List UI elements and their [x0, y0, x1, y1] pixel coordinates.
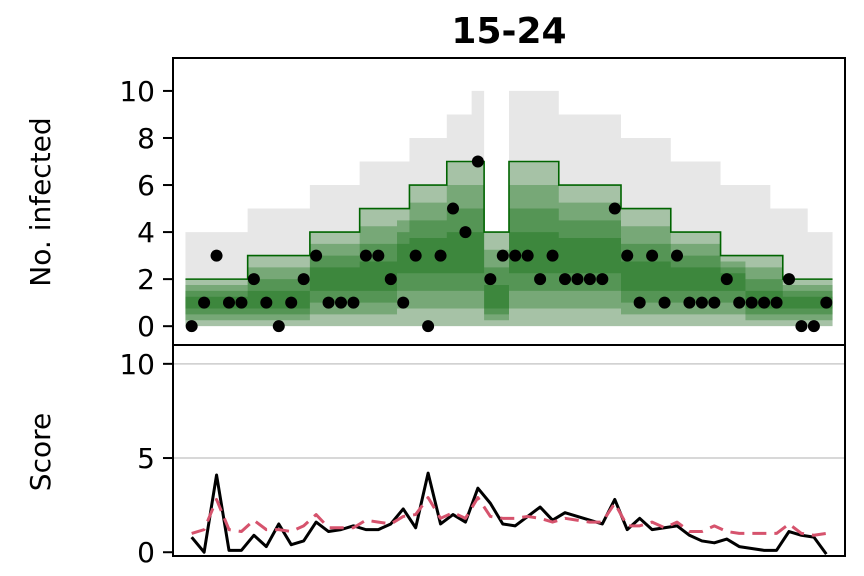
- observed-points: [185, 155, 833, 333]
- observed-point: [770, 296, 783, 309]
- observed-point: [459, 226, 472, 239]
- observed-point: [621, 249, 634, 262]
- observed-point: [384, 273, 397, 286]
- top-y-label: No. infected: [24, 117, 57, 286]
- top-bands: [185, 90, 833, 327]
- observed-point: [546, 249, 559, 262]
- observed-point: [409, 249, 422, 262]
- observed-point: [223, 296, 235, 309]
- observed-point: [658, 296, 671, 309]
- observed-point: [671, 249, 683, 262]
- observed-point: [720, 273, 733, 286]
- observed-point: [608, 202, 621, 215]
- quantile-band: [185, 161, 833, 327]
- observed-point: [310, 249, 323, 262]
- score-line: [190, 471, 828, 556]
- bottom-plot-frame: [172, 344, 846, 557]
- observed-point: [484, 273, 497, 286]
- observed-point: [496, 249, 509, 262]
- observed-point: [185, 320, 198, 333]
- top-y-axis: 0 2 4 6 8 10: [119, 75, 173, 343]
- observed-point: [372, 249, 385, 262]
- observed-point: [534, 273, 547, 286]
- score-line: [191, 496, 827, 537]
- bottom-panel: 0 5 10 Score: [24, 344, 846, 569]
- y-tick-label: 10: [119, 348, 155, 381]
- observed-point: [335, 296, 347, 309]
- observed-point: [795, 320, 808, 333]
- observed-point: [559, 273, 571, 286]
- observed-point: [633, 296, 646, 309]
- top-panel: 0 2 4 6 8 10 No. infected: [24, 57, 846, 346]
- y-tick-label: 0: [137, 536, 155, 569]
- observed-point: [434, 249, 447, 262]
- observed-point: [347, 296, 360, 309]
- observed-point: [285, 296, 298, 309]
- observed-point: [422, 320, 435, 333]
- band-upper-line: [185, 160, 833, 280]
- observed-point: [198, 296, 211, 309]
- observed-point: [397, 296, 410, 309]
- observed-point: [807, 320, 820, 333]
- observed-point: [820, 296, 833, 309]
- observed-point: [708, 296, 721, 309]
- score-lines: [190, 471, 828, 556]
- quantile-band: [185, 208, 833, 315]
- quantile-band: [185, 185, 833, 321]
- y-tick-label: 6: [137, 169, 155, 202]
- observed-point: [447, 202, 459, 215]
- observed-point: [571, 273, 584, 286]
- observed-point: [235, 296, 248, 309]
- observed-point: [322, 296, 335, 309]
- observed-point: [521, 249, 534, 262]
- y-tick-label: 0: [137, 310, 155, 343]
- observed-point: [733, 296, 746, 309]
- observed-point: [471, 155, 484, 168]
- bottom-y-label: Score: [24, 413, 57, 491]
- observed-point: [260, 296, 273, 309]
- observed-point: [646, 249, 659, 262]
- observed-point: [272, 320, 285, 333]
- observed-point: [758, 296, 771, 309]
- observed-point: [297, 273, 310, 286]
- observed-point: [247, 273, 260, 286]
- y-tick-label: 2: [137, 263, 155, 296]
- observed-point: [210, 249, 223, 262]
- bottom-y-axis: 0 5 10: [119, 348, 173, 569]
- observed-point: [583, 273, 596, 286]
- observed-point: [509, 249, 522, 262]
- observed-point: [695, 296, 708, 309]
- y-tick-label: 5: [137, 442, 155, 475]
- observed-point: [683, 296, 696, 309]
- observed-point: [359, 249, 372, 262]
- y-tick-label: 4: [137, 216, 155, 249]
- observed-point: [745, 296, 758, 309]
- score-gridlines: [173, 363, 845, 459]
- chart-title: 15-24: [451, 11, 566, 52]
- quantile-band: [185, 232, 833, 309]
- observed-point: [596, 273, 609, 286]
- y-tick-label: 8: [137, 122, 155, 155]
- y-tick-label: 10: [119, 75, 155, 108]
- observed-point: [783, 273, 795, 286]
